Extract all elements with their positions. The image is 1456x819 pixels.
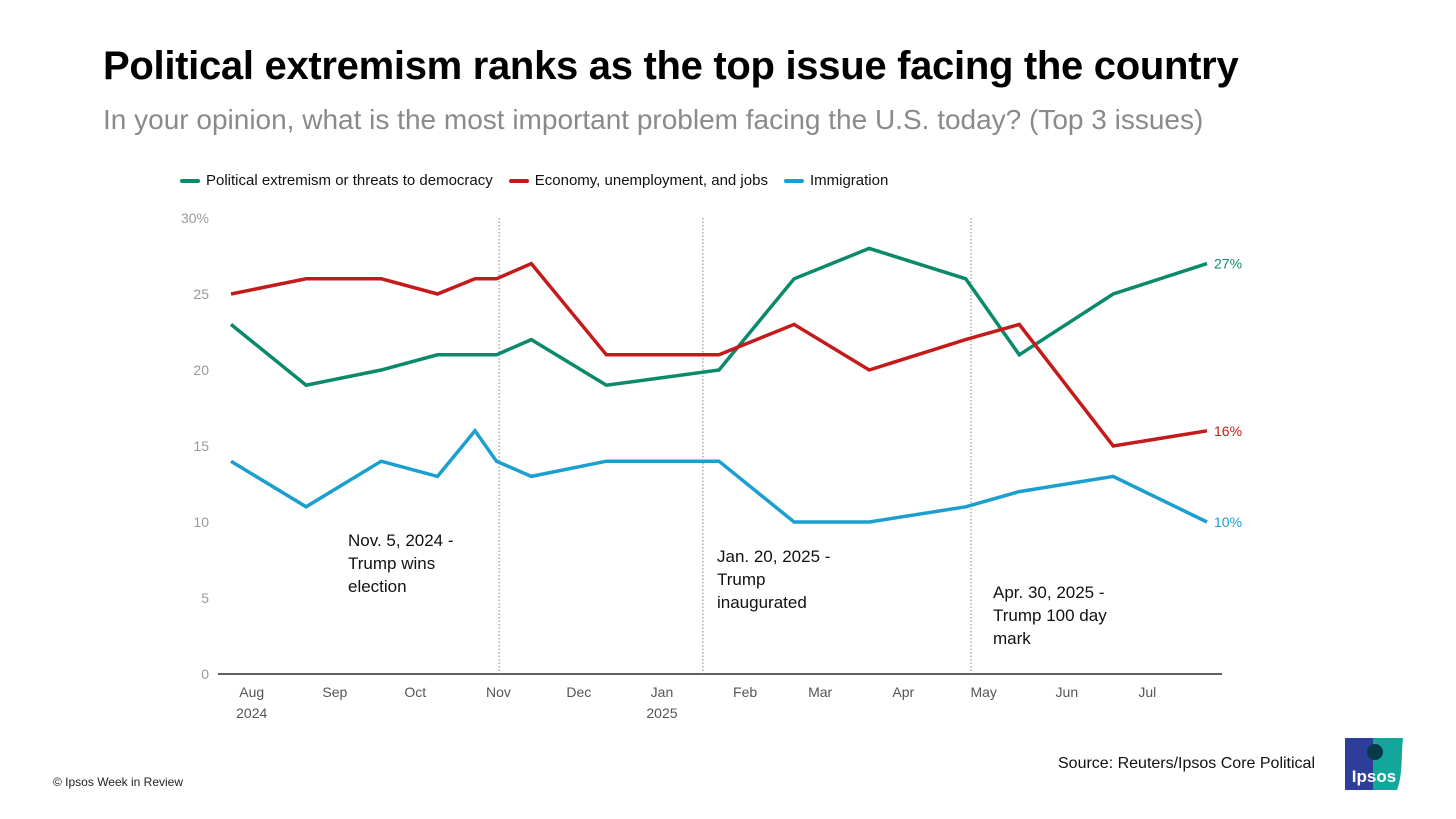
end-value-label: 10% bbox=[1214, 514, 1242, 530]
event-annotation-text: Apr. 30, 2025 - bbox=[993, 583, 1105, 602]
y-tick-label: 30% bbox=[181, 210, 209, 226]
x-tick-label: Jan bbox=[651, 684, 674, 700]
x-tick-label: Feb bbox=[733, 684, 757, 700]
legend-item-economy: Economy, unemployment, and jobs bbox=[508, 172, 768, 189]
series-line bbox=[229, 246, 1208, 388]
y-tick-label: 0 bbox=[201, 666, 209, 682]
event-annotation-text: Nov. 5, 2024 - bbox=[348, 531, 454, 550]
x-tick-label: Apr bbox=[892, 684, 914, 700]
legend-label: Economy, unemployment, and jobs bbox=[534, 172, 768, 189]
event-annotation-text: Jan. 20, 2025 - bbox=[717, 547, 830, 566]
ipsos-logo: Ipsos bbox=[1345, 738, 1403, 790]
x-tick-year-label: 2025 bbox=[646, 705, 677, 721]
legend-label: Political extremism or threats to democr… bbox=[206, 172, 493, 189]
x-tick-label: Oct bbox=[404, 684, 426, 700]
svg-text:Ipsos: Ipsos bbox=[1352, 767, 1396, 786]
y-tick-label: 10 bbox=[193, 514, 209, 530]
event-annotation-text: Trump wins bbox=[348, 554, 435, 573]
series-line bbox=[230, 427, 1208, 524]
y-tick-label: 5 bbox=[201, 590, 209, 606]
legend-item-extremism: Political extremism or threats to democr… bbox=[180, 172, 493, 189]
event-annotation-text: Trump 100 day bbox=[993, 606, 1107, 625]
y-tick-label: 15 bbox=[193, 438, 209, 454]
source-note: Source: Reuters/Ipsos Core Political bbox=[1058, 755, 1315, 772]
legend-swatch bbox=[180, 178, 200, 183]
x-tick-year-label: 2024 bbox=[236, 705, 267, 721]
x-tick-label: Mar bbox=[808, 684, 832, 700]
end-value-label: 16% bbox=[1214, 423, 1242, 439]
x-tick-label: Sep bbox=[322, 684, 347, 700]
end-value-label: 27% bbox=[1214, 256, 1242, 272]
event-annotation-text: election bbox=[348, 577, 407, 596]
x-tick-label: Dec bbox=[566, 684, 591, 700]
event-annotation-text: Trump bbox=[717, 570, 766, 589]
event-annotation-text: inaugurated bbox=[717, 593, 807, 612]
x-tick-label: May bbox=[970, 684, 996, 700]
x-tick-label: Nov bbox=[486, 684, 511, 700]
legend-label: Immigration bbox=[809, 172, 889, 189]
legend-swatch bbox=[783, 178, 804, 183]
y-tick-label: 20 bbox=[193, 362, 209, 378]
chart-title: Political extremism ranks as the top iss… bbox=[103, 44, 1239, 88]
x-tick-label: Jun bbox=[1056, 684, 1079, 700]
legend-item-immigration: Immigration bbox=[783, 172, 889, 189]
legend-swatch bbox=[508, 178, 529, 183]
x-tick-label: Aug bbox=[239, 684, 264, 700]
x-tick-label: Jul bbox=[1138, 684, 1156, 700]
y-tick-label: 25 bbox=[193, 286, 209, 302]
copyright: © Ipsos Week in Review bbox=[53, 775, 184, 789]
legend: Political extremism or threats to democr… bbox=[180, 172, 888, 189]
chart-subtitle: In your opinion, what is the most import… bbox=[103, 104, 1204, 135]
event-annotation-text: mark bbox=[993, 629, 1031, 648]
